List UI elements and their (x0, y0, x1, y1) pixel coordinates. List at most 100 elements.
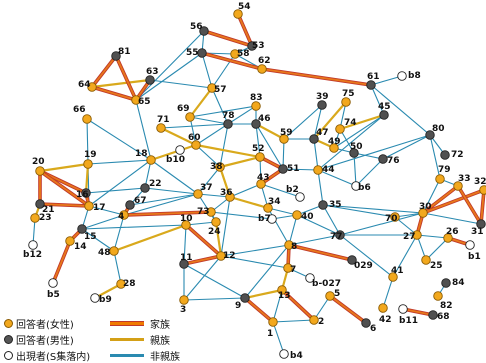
node-7: 7 (283, 263, 296, 275)
node-20: 20 (32, 157, 45, 176)
edge-nonrelatives-59-51 (282, 138, 285, 170)
node-9-marker (240, 293, 250, 303)
node-19-marker (83, 159, 93, 169)
node-33-marker (453, 181, 463, 191)
edge-nonrelatives-55-57 (201, 52, 213, 89)
node-48-label: 48 (98, 248, 111, 258)
edge-nonrelatives-80-79 (429, 134, 441, 180)
edge-relatives-71-60 (159, 126, 198, 147)
node-33-label: 33 (458, 174, 471, 184)
node-b7: b7 (258, 214, 277, 224)
family-line-icon (110, 320, 144, 326)
node-74-marker (335, 124, 345, 134)
edge-nonrelatives-44-b6 (317, 169, 357, 187)
edge-nonrelatives-45-49 (333, 114, 385, 149)
edge-nonrelatives-41-42 (382, 276, 394, 309)
node-b11-marker (398, 304, 408, 314)
node-24-marker (211, 217, 221, 227)
edge-nonrelatives-2-5 (313, 295, 331, 321)
node-45-marker (379, 110, 389, 120)
legend-outside: 出現者(S集落内) (4, 348, 90, 363)
node-b12-marker (28, 240, 38, 250)
node-16-marker (81, 188, 91, 198)
edge-relatives-45-74 (338, 113, 386, 131)
node-83: 83 (250, 93, 263, 111)
edge-nonrelatives-50-b6 (353, 152, 357, 187)
node-43-marker (256, 179, 266, 189)
edge-nonrelatives-70-35 (322, 204, 396, 218)
node-60: 60 (188, 133, 201, 150)
edge-nonrelatives-39-47 (313, 104, 323, 140)
node-2: 2 (309, 315, 324, 327)
node-12-marker (216, 251, 226, 261)
node-14: 14 (65, 236, 87, 252)
node-80-marker (425, 130, 435, 140)
edge-nonrelatives-78-38 (219, 123, 229, 168)
node-53: 53 (247, 41, 265, 51)
node-59-label: 59 (280, 128, 293, 138)
legend-female-label: 回答者(女性) (16, 319, 74, 331)
node-11-marker (179, 259, 189, 269)
node-55: 55 (186, 48, 207, 58)
node-47-label: 47 (316, 128, 329, 138)
edge-nonrelatives-77-8 (288, 234, 341, 246)
edge-nonrelatives-71-78 (160, 123, 229, 129)
edge-relatives-36-34 (228, 195, 270, 210)
edge-nonrelatives-16-22 (85, 187, 146, 194)
node-b12-label: b12 (23, 250, 42, 260)
edge-family-33-31 (456, 184, 483, 226)
node-62-marker (257, 64, 267, 74)
edge-family-14-b5 (51, 239, 72, 285)
node-1-marker (268, 317, 278, 327)
node-15: 15 (77, 224, 97, 242)
node-b9-marker (90, 293, 100, 303)
edge-nonrelatives-1-b4 (272, 321, 285, 355)
node-14-label: 14 (74, 242, 87, 252)
node-b7-label: b7 (258, 214, 271, 224)
node-26-label: 26 (446, 227, 459, 237)
edge-nonrelatives-15-48 (81, 228, 115, 252)
node-71-marker (156, 123, 166, 133)
edge-nonrelatives-80-76 (382, 134, 431, 160)
node-84: 84 (441, 278, 465, 288)
edge-relatives-13-9 (243, 288, 284, 300)
edge-nonrelatives-34-8 (267, 207, 290, 246)
edge-nonrelatives-77-40 (296, 214, 341, 236)
edge-relatives-28-b9 (93, 282, 123, 300)
edge-nonrelatives-27-26 (416, 234, 449, 239)
node-1: 1 (267, 317, 278, 339)
node-79-marker (435, 174, 445, 184)
edge-nonrelatives-37-4 (123, 193, 199, 216)
node-b1: b1 (465, 240, 481, 262)
node-24-label: 24 (208, 227, 221, 237)
node-64: 64 (78, 80, 97, 92)
edge-nonrelatives-38-37 (197, 166, 221, 195)
node-39-label: 39 (316, 92, 329, 102)
node-49-label: 49 (328, 137, 341, 147)
node-65-label: 65 (138, 97, 151, 107)
edge-family-21-17 (38, 202, 91, 208)
node-16-label: 16 (76, 190, 89, 200)
node-33: 33 (453, 174, 471, 191)
node-41-marker (388, 272, 398, 282)
node-37: 37 (193, 183, 213, 199)
legend-nonrelatives: 非親族 (110, 348, 180, 363)
node-7-marker (283, 263, 293, 273)
edge-nonrelatives-30-31 (422, 212, 482, 225)
node-51-label: 51 (287, 164, 300, 174)
node-75-marker (341, 97, 351, 107)
edge-family-81-64 (90, 54, 118, 89)
edge-nonrelatives-4-15 (81, 214, 125, 230)
node-b5-marker (48, 278, 58, 288)
node-b-027-label: b-027 (312, 279, 341, 289)
edge-nonrelatives-66-18 (86, 118, 152, 161)
node-81-label: 81 (118, 47, 131, 57)
edge-relatives-57-69 (188, 86, 214, 119)
edge-family-56-53 (202, 29, 254, 48)
edge-family-9-1 (243, 296, 275, 324)
node-81: 81 (111, 47, 131, 61)
node-15-marker (77, 224, 87, 234)
node-37-marker (193, 189, 203, 199)
node-70-marker (390, 212, 400, 222)
node-b9: b9 (90, 293, 112, 305)
